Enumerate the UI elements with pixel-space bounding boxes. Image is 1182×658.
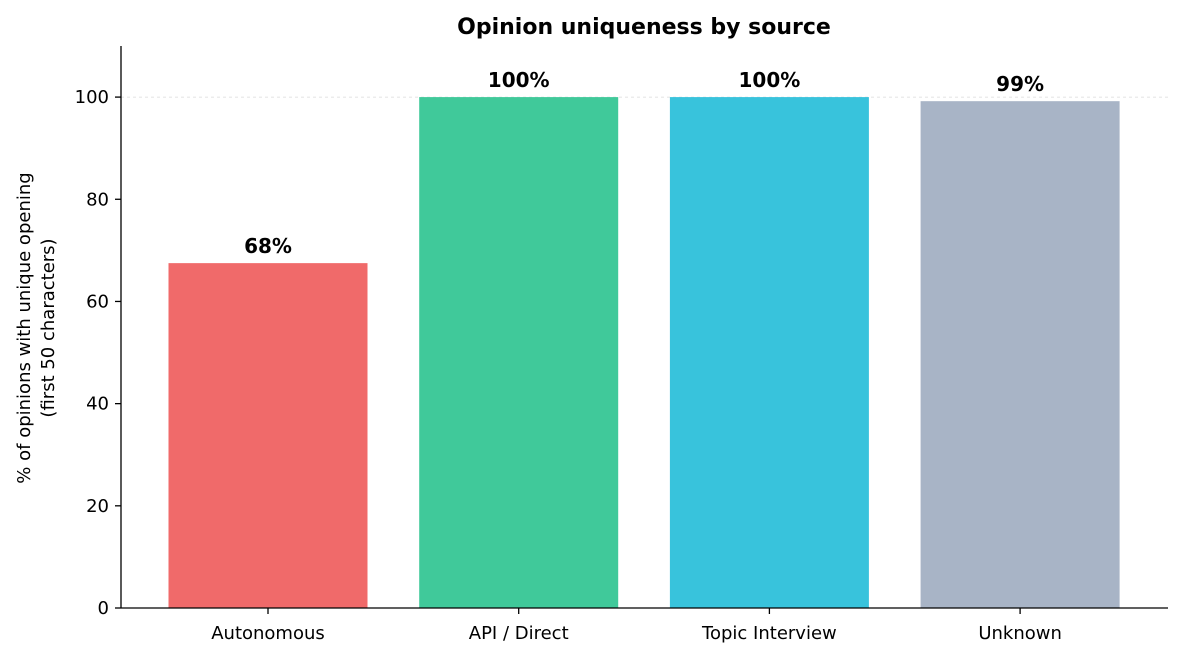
x-axis-ticks: Autonomous API / Direct Topic Interview Unk… [211, 608, 1062, 644]
bars [168, 97, 1120, 608]
bar-topic-interview [669, 97, 869, 608]
bar-unknown [920, 101, 1120, 608]
bar-autonomous [168, 263, 368, 608]
x-tick-label: Topic Interview [701, 623, 837, 644]
y-axis-label-line-2: (first 50 characters) [38, 238, 59, 417]
y-axis-label-line-1: % of opinions with unique opening [14, 172, 35, 483]
y-tick-label: 20 [86, 496, 109, 517]
y-tick-label: 100 [75, 87, 109, 108]
y-tick-label: 60 [86, 291, 109, 312]
y-tick-label: 40 [86, 394, 109, 415]
data-label: 99% [996, 72, 1044, 96]
data-labels: 68% 100% 100% 99% [244, 68, 1044, 258]
y-tick-label: 80 [86, 189, 109, 210]
x-tick-label: Unknown [978, 623, 1062, 644]
x-tick-label: API / Direct [469, 623, 569, 644]
bar-api-direct [419, 97, 619, 608]
data-label: 68% [244, 234, 292, 258]
y-tick-label: 0 [98, 598, 109, 619]
data-label: 100% [739, 68, 801, 92]
x-tick-label: Autonomous [211, 623, 325, 644]
y-axis-label: % of opinions with unique opening (first… [14, 172, 59, 483]
data-label: 100% [488, 68, 550, 92]
chart-title: Opinion uniqueness by source [457, 15, 831, 40]
y-axis-ticks: 0 20 40 60 80 100 [75, 87, 121, 619]
